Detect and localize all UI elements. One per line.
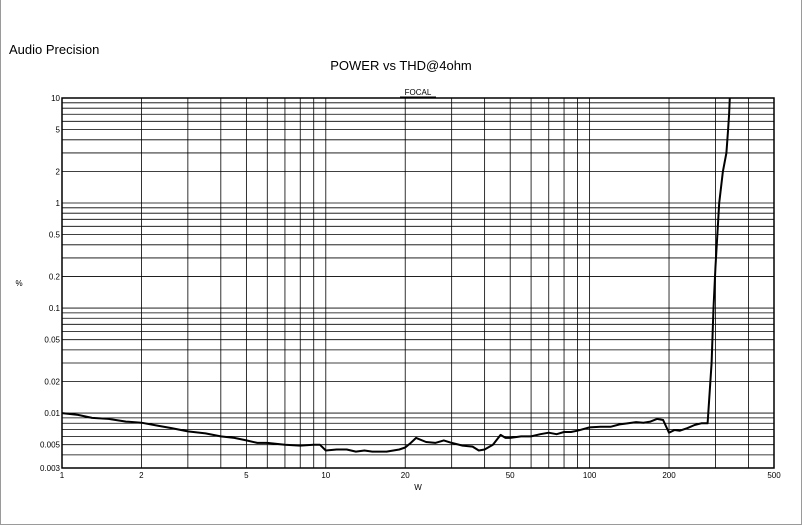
x-tick-label: 20: [401, 471, 410, 480]
y-tick-label: 0.5: [49, 231, 61, 240]
legend-label: FOCAL: [405, 88, 432, 97]
x-tick-label: 10: [321, 471, 330, 480]
plot-border: [61, 97, 775, 469]
series-layer: [61, 97, 731, 453]
y-tick-label: 0.01: [44, 409, 60, 418]
series-line: [61, 97, 731, 453]
y-tick-label: 0.1: [49, 304, 61, 313]
y-tick-label: 0.003: [40, 464, 61, 473]
y-axis-label: %: [15, 279, 22, 288]
y-tick-label: 1: [56, 199, 61, 208]
x-tick-label: 1: [60, 471, 65, 480]
y-tick-label: 10: [51, 94, 60, 103]
x-tick-label: 100: [583, 471, 597, 480]
x-tick-label: 50: [506, 471, 515, 480]
chart-title: POWER vs THD@4ohm: [330, 58, 472, 73]
brand-label: Audio Precision: [9, 42, 100, 57]
x-tick-label: 2: [139, 471, 144, 480]
x-tick-label: 5: [244, 471, 249, 480]
x-tick-label: 500: [767, 471, 781, 480]
grid: [62, 98, 775, 468]
tick-labels: 1 2 5 10 20 50 100 200 500 10 5 2 1 0.5 0.2 0.1 0.05 0.02…: [40, 94, 781, 480]
y-tick-label: 2: [56, 167, 61, 176]
x-tick-label: 200: [662, 471, 676, 480]
y-tick-label: 0.2: [49, 272, 61, 281]
x-axis-label: W: [414, 483, 422, 492]
y-tick-label: 0.005: [40, 441, 61, 450]
y-tick-label: 0.05: [44, 336, 60, 345]
y-tick-label: 5: [56, 126, 61, 135]
y-tick-label: 0.02: [44, 377, 60, 386]
